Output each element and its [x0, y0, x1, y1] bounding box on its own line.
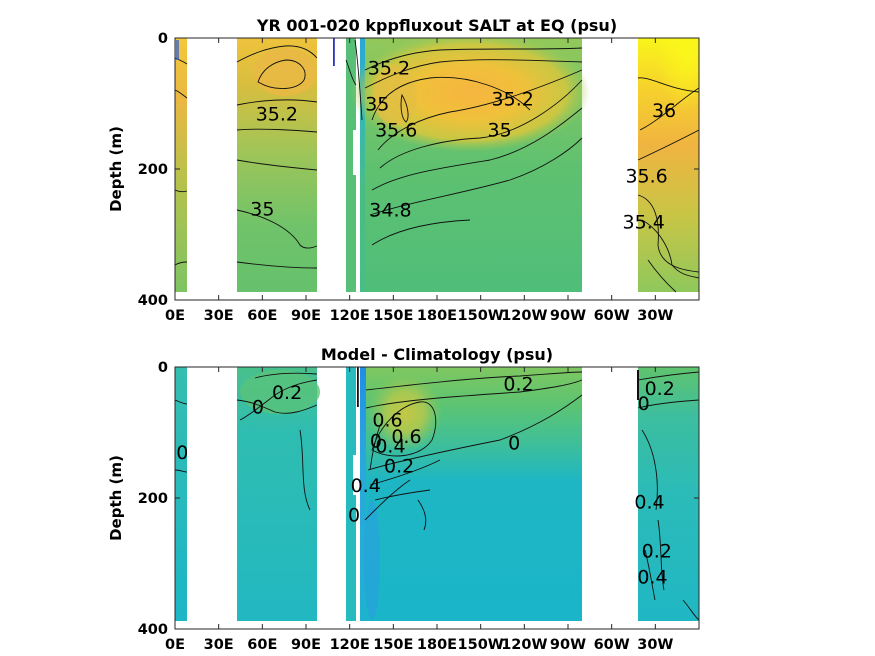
bottom-contour-label: 0.2	[645, 378, 675, 400]
bottom-x-tick-label: 150E	[373, 637, 413, 653]
bottom-x-tick-label: 30W	[637, 637, 673, 653]
bottom-x-tick-label: 90E	[291, 637, 321, 653]
bottom-contour-lines	[175, 371, 699, 621]
top-contour-labels: 35.2 35 35.2 35 35.6 35.2 35 34.8 36 35.6 35.4	[250, 57, 676, 233]
bottom-x-tick-label: 90W	[550, 637, 586, 653]
top-x-tick-label: 120E	[330, 308, 370, 324]
top-x-tick-label: 90W	[550, 308, 586, 324]
bottom-y-tick-label: 200	[138, 491, 168, 507]
bottom-x-tick-label: 150W	[458, 637, 504, 653]
top-x-tick-label: 120W	[501, 308, 547, 324]
bottom-x-tick-label: 60E	[247, 637, 277, 653]
bottom-contour-label: 0	[638, 393, 650, 415]
bottom-chart-title: Model - Climatology (psu)	[321, 345, 553, 364]
bottom-x-tick-label: 120W	[501, 637, 547, 653]
top-x-tick-label: 180E	[417, 308, 457, 324]
bottom-y-ticks: 0 200 400	[138, 360, 699, 638]
top-contour-label: 34.8	[369, 200, 411, 222]
top-contour-label: 35	[365, 94, 389, 116]
top-contour-label: 35.2	[492, 88, 534, 110]
top-y-tick-label: 400	[138, 293, 168, 309]
top-contour-label: 35	[250, 198, 274, 220]
top-x-tick-label: 150E	[373, 308, 413, 324]
top-contour-label: 35.4	[623, 211, 665, 233]
bottom-contour-label: 0.4	[637, 567, 667, 589]
bottom-contour-label: 0.6	[372, 409, 402, 431]
top-x-tick-label: 30W	[637, 308, 673, 324]
top-contour-lines	[175, 39, 699, 293]
bottom-x-tick-label: 120E	[330, 637, 370, 653]
top-x-tick-label: 0E	[165, 308, 185, 324]
top-salinity-field	[175, 38, 699, 292]
top-chart-title: YR 001-020 kppfluxout SALT at EQ (psu)	[256, 16, 617, 35]
top-x-tick-label: 60E	[247, 308, 277, 324]
bottom-y-axis-label: Depth (m)	[107, 455, 125, 541]
bottom-contour-label: 0	[348, 504, 360, 526]
bottom-x-tick-label: 60W	[594, 637, 630, 653]
bottom-x-tick-label: 30E	[204, 637, 234, 653]
top-y-axis-label: Depth (m)	[107, 126, 125, 212]
top-x-tick-label: 150W	[458, 308, 504, 324]
bottom-contour-label: 0.4	[375, 436, 405, 458]
bottom-contour-label: 0	[252, 396, 264, 418]
top-contour-label: 35	[487, 120, 511, 142]
top-y-tick-label: 200	[138, 162, 168, 178]
top-contour-label: 36	[652, 100, 676, 122]
top-x-tick-label: 60W	[594, 308, 630, 324]
bottom-contour-label: 0	[370, 430, 382, 452]
bottom-y-tick-label: 400	[138, 622, 168, 638]
top-contour-label: 35.6	[625, 166, 667, 188]
bottom-contour-label: 0.4	[634, 491, 664, 513]
bottom-contour-label: 0	[508, 432, 520, 454]
top-contour-label: 35.2	[368, 57, 410, 79]
top-x-tick-label: 90E	[291, 308, 321, 324]
top-y-ticks: 0 200 400	[138, 31, 699, 309]
top-contour-label: 35.6	[375, 120, 417, 142]
bottom-contour-label: 0.4	[351, 475, 381, 497]
bottom-y-tick-label: 0	[158, 360, 168, 376]
bottom-contour-label: 0.2	[503, 373, 533, 395]
bottom-x-tick-label: 0E	[165, 637, 185, 653]
top-y-tick-label: 0	[158, 31, 168, 47]
bottom-contour-label: 0	[176, 442, 188, 464]
top-contour-label: 35.2	[256, 103, 298, 125]
bottom-x-tick-label: 180E	[417, 637, 457, 653]
bottom-contour-label: 0.2	[272, 382, 302, 404]
top-x-tick-label: 30E	[204, 308, 234, 324]
bottom-contour-label: 0.2	[642, 540, 672, 562]
bottom-contour-label: 0.6	[391, 426, 421, 448]
bottom-contour-label: 0.2	[384, 455, 414, 477]
